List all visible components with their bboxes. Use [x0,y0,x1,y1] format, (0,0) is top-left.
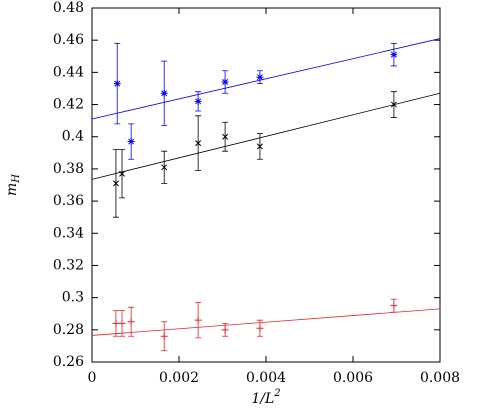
y-tick-label: 0.48 [53,0,84,16]
y-tick-label: 0.46 [53,32,84,48]
y-tick-label: 0.4 [62,129,84,145]
point [195,140,202,147]
point [161,164,168,171]
x-label-base: 1/L [251,391,274,407]
point [113,80,121,88]
x-tick-label: 0 [88,370,97,386]
plot-frame [91,7,441,363]
point [112,180,119,187]
point [160,332,168,340]
point [390,101,397,108]
fit-line [91,38,441,120]
x-tick-label: 0.004 [246,370,286,386]
y-tick-label: 0.3 [62,290,84,306]
point [221,78,229,86]
x-tick-label: 0.006 [333,370,373,386]
y-tick-label: 0.34 [53,225,84,241]
y-tick-label: 0.28 [53,322,84,338]
y-label-sub: H [11,174,22,184]
y-tick-label: 0.36 [53,193,84,209]
point [127,318,135,326]
y-tick-label: 0.44 [53,64,84,80]
y-tick-label: 0.32 [53,257,84,273]
point [390,51,398,59]
x-label-sup: 2 [273,388,280,399]
point [256,143,263,150]
fit-line [91,308,441,336]
point [112,319,120,327]
y-tick-label: 0.26 [53,354,84,370]
x-tick-label: 0.002 [159,370,199,386]
point [118,319,126,327]
point [119,170,125,177]
point [221,326,229,334]
point [194,97,202,105]
point [160,89,168,97]
y-tick-label: 0.42 [53,97,84,113]
point [390,302,398,310]
y-tick-label: 0.38 [53,161,84,177]
y-label-base: m [4,183,20,196]
point [222,133,229,140]
x-tick-label: 0.008 [420,370,460,386]
point [194,316,202,324]
point [256,73,264,81]
x-axis-label: 1/L2 [251,388,280,408]
point [256,324,264,332]
point [127,138,135,146]
y-axis-label: mH [4,174,22,196]
fit-line [91,92,441,180]
